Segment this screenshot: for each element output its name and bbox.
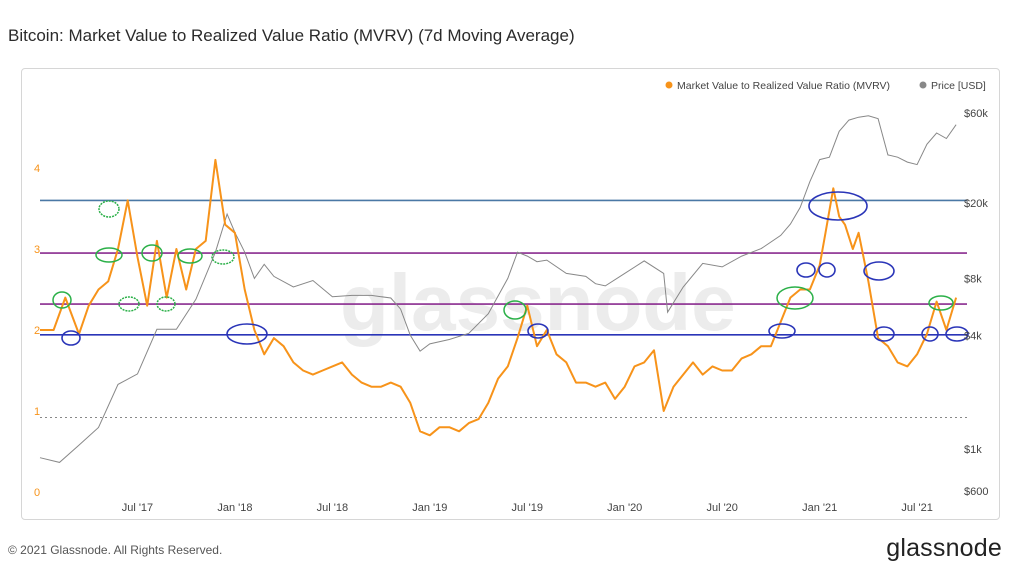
- x-axis-tick: Jul '19: [512, 502, 543, 514]
- legend-price-label[interactable]: Price [USD]: [931, 80, 986, 92]
- chart-frame: [21, 68, 1000, 520]
- blue-circle-marker: [61, 330, 81, 346]
- green-circle-marker: [98, 200, 120, 218]
- right-axis-tick: $60k: [964, 108, 988, 120]
- price-line: [39, 115, 957, 463]
- chart-title: Bitcoin: Market Value to Realized Value …: [8, 26, 575, 45]
- blue-circle-marker: [796, 262, 816, 278]
- green-circle-marker: [776, 286, 814, 310]
- green-circle-marker: [177, 248, 203, 264]
- green-circle-marker: [928, 295, 954, 311]
- blue-circle-marker: [768, 323, 796, 339]
- axes: 0 1 2 3 4 $600 $1k $4k $8k $20k $60k Jul '17 Jan '18…: [34, 108, 988, 514]
- blue-circle-marker: [226, 323, 268, 345]
- green-circle-marker: [52, 291, 72, 309]
- left-axis-tick: 4: [34, 163, 40, 175]
- x-axis-tick: Jul '17: [122, 502, 153, 514]
- mvrv-line: [40, 158, 958, 437]
- blue-circle-marker: [818, 262, 836, 278]
- x-axis-tick: Jan '21: [802, 502, 837, 514]
- x-axis-tick: Jan '18: [217, 502, 252, 514]
- x-axis-tick: Jan '19: [412, 502, 447, 514]
- copyright-footer: © 2021 Glassnode. All Rights Reserved.: [8, 543, 223, 557]
- legend[interactable]: Market Value to Realized Value Ratio (MV…: [665, 80, 986, 92]
- right-axis-tick: $600: [964, 486, 988, 498]
- blue-circle-marker: [873, 326, 895, 342]
- mvrv-series: [40, 158, 958, 437]
- legend-mvrv-icon: [665, 81, 673, 89]
- x-axis-tick: Jul '21: [901, 502, 932, 514]
- legend-mvrv-label[interactable]: Market Value to Realized Value Ratio (MV…: [677, 80, 890, 92]
- watermark-text: glassnode: [340, 258, 736, 347]
- green-circle-marker: [141, 244, 163, 262]
- x-axis-tick: Jan '20: [607, 502, 642, 514]
- blue-circle-marker: [527, 323, 549, 339]
- green-circle-marker: [211, 249, 235, 265]
- left-axis-tick: 0: [34, 487, 40, 499]
- x-axis-tick: Jul '18: [317, 502, 348, 514]
- legend-price-icon: [919, 81, 927, 89]
- blue-circle-marker: [945, 326, 969, 342]
- right-axis-tick: $1k: [964, 444, 982, 456]
- blue-circle-marker: [863, 261, 895, 281]
- right-axis-tick: $20k: [964, 198, 988, 210]
- x-axis-tick: Jul '20: [706, 502, 737, 514]
- price-series: [39, 115, 957, 463]
- annotation-markers: [52, 191, 969, 346]
- blue-circle-marker: [921, 326, 939, 342]
- right-axis-tick: $8k: [964, 273, 982, 285]
- green-circle-marker: [95, 247, 123, 263]
- green-circle-marker: [503, 300, 527, 320]
- left-axis-tick: 2: [34, 325, 40, 337]
- green-circle-marker: [156, 296, 176, 312]
- left-axis-tick: 1: [34, 406, 40, 418]
- right-axis-tick: $4k: [964, 330, 982, 342]
- green-circle-marker: [118, 296, 140, 312]
- left-axis-tick: 3: [34, 244, 40, 256]
- blue-circle-marker: [808, 191, 868, 221]
- glassnode-logo[interactable]: glassnode: [886, 534, 1002, 562]
